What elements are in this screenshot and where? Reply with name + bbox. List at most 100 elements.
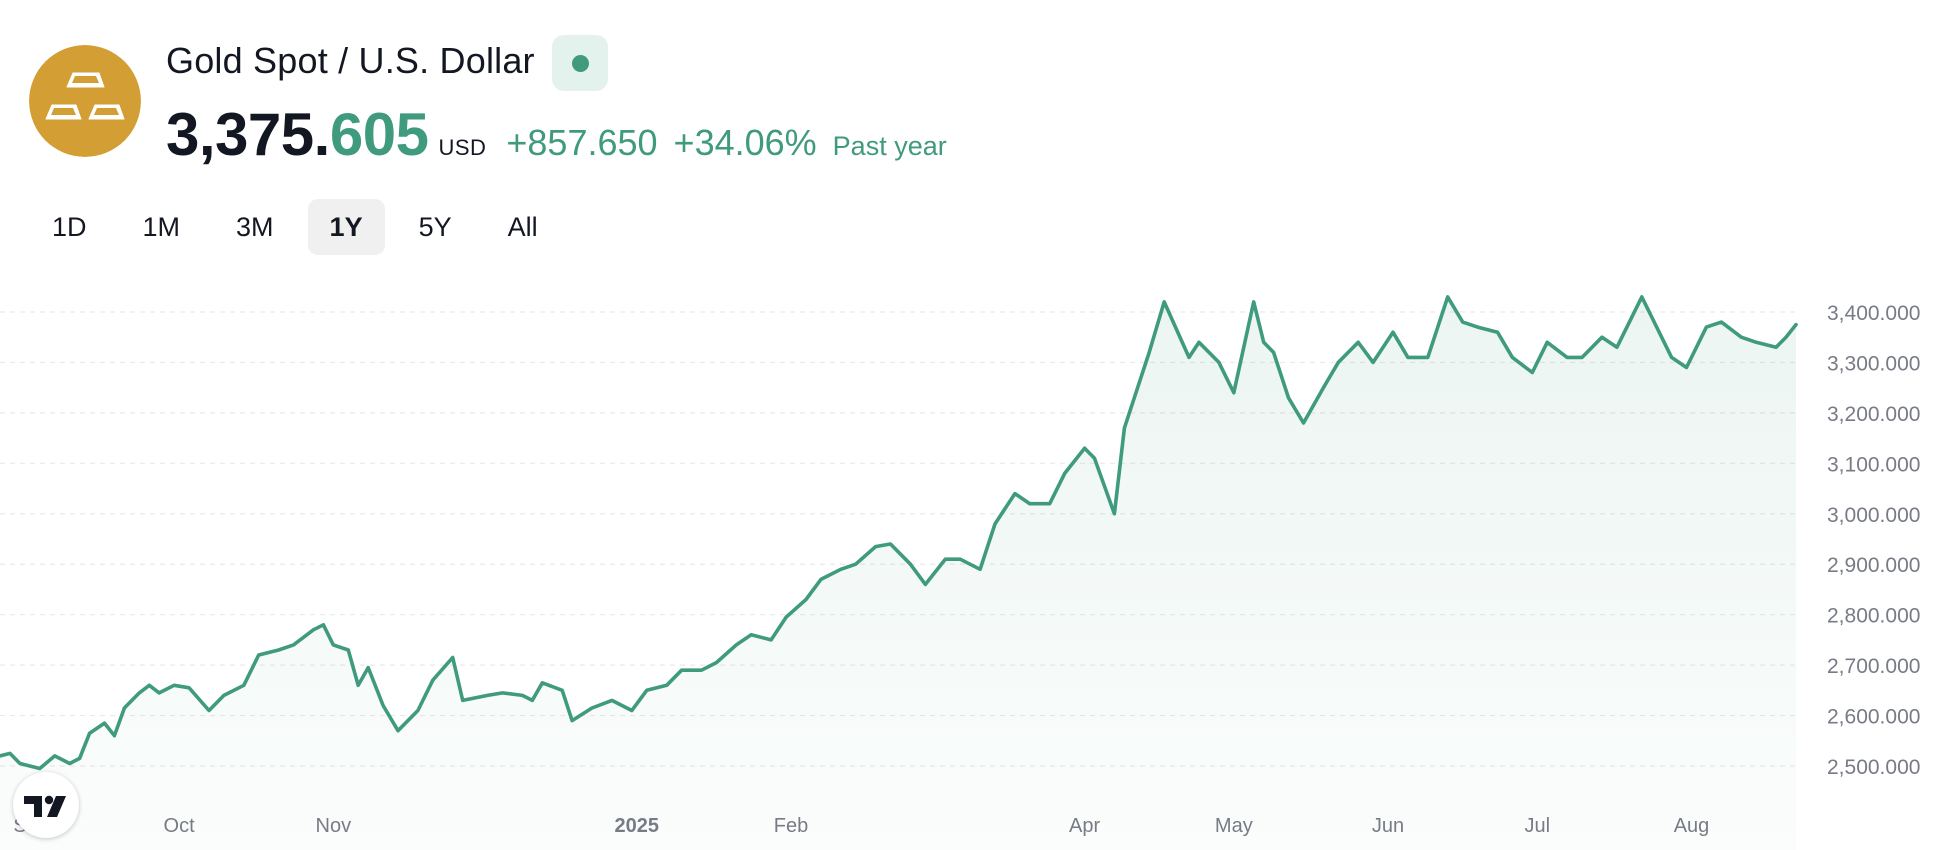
tab-3m[interactable]: 3M [236,212,274,242]
data-point [993,522,997,526]
data-point [854,562,858,566]
data-point [520,693,524,697]
price-row: 3,375. 605 USD +857.650 +34.06% Past yea… [166,100,947,170]
x-tick-label: Apr [1069,815,1100,837]
data-point [461,698,465,702]
data-point [331,643,335,647]
data-point [18,762,22,766]
data-point [257,653,261,657]
data-point [1132,396,1136,400]
data-point [1545,340,1549,344]
data-point [1784,335,1788,339]
data-point [700,668,704,672]
data-point [1580,355,1584,359]
data-point [530,698,534,702]
y-tick-label: 3,000.000 [1827,504,1920,527]
data-point [1272,350,1276,354]
tradingview-logo-icon [24,795,66,817]
data-point [78,756,82,760]
data-point [1615,345,1619,349]
data-point [1287,396,1291,400]
y-tick-label: 2,500.000 [1827,756,1920,779]
data-point [560,688,564,692]
data-point [734,643,738,647]
data-point [53,754,57,758]
data-point [665,683,669,687]
data-point [1496,330,1500,334]
data-point [88,731,92,735]
data-point [610,698,614,702]
data-point [1406,355,1410,359]
data-point [277,648,281,652]
data-point [1147,350,1151,354]
data-point [1063,471,1067,475]
data-point [1122,426,1126,430]
data-point [978,567,982,571]
data-point [416,709,420,713]
market-status-chip[interactable] [552,35,608,91]
tab-1d[interactable]: 1D [52,212,87,242]
data-point [908,562,912,566]
data-point [222,693,226,697]
y-tick-label: 3,400.000 [1827,302,1920,325]
data-point [1187,355,1191,359]
data-point [1028,502,1032,506]
data-point [311,628,315,632]
data-point [207,709,211,713]
tab-5y[interactable]: 5Y [418,212,452,242]
data-point [1565,355,1569,359]
data-point [1739,335,1743,339]
y-tick-label: 2,600.000 [1827,706,1920,729]
data-point [242,683,246,687]
data-point [784,615,788,619]
x-tick-label: Jun [1372,815,1404,837]
tradingview-badge[interactable] [13,772,79,838]
data-point [889,542,893,546]
data-point [1112,512,1116,516]
symbol-title: Gold Spot / U.S. Dollar [166,40,535,81]
data-point [1754,340,1758,344]
price-integer: 3,375. [166,101,330,168]
data-point [1476,325,1480,329]
gold-bars-icon [29,45,141,157]
data-point [749,633,753,637]
x-tick-label: May [1215,815,1253,837]
data-point [103,721,107,725]
data-point [1302,421,1306,425]
data-point [321,623,325,627]
data-point [1640,295,1644,299]
data-point [1083,446,1087,450]
data-point [38,767,42,771]
tab-1y[interactable]: 1Y [307,199,385,255]
data-point [1321,386,1325,390]
data-point [1426,355,1430,359]
series-area [0,296,1796,850]
data-point [1162,300,1166,304]
price-change: +857.650 [506,122,658,163]
data-point [1719,320,1723,324]
data-point [769,638,773,642]
currency-label: USD [438,135,487,160]
data-point [366,666,370,670]
data-point [958,557,962,561]
data-point [157,691,161,695]
data-point [1262,340,1266,344]
price-chart[interactable]: 3,400.000 3,300.000 3,200.000 3,100.000 3,00… [0,280,1954,850]
y-tick-label: 3,100.000 [1827,453,1920,476]
data-point [1650,315,1654,319]
tab-1m[interactable]: 1M [142,212,181,242]
data-point [923,582,927,586]
data-point [1774,345,1778,349]
tab-all[interactable]: All [507,212,538,242]
data-point [1013,492,1017,496]
data-point [1232,391,1236,395]
y-tick-label: 2,900.000 [1827,554,1920,577]
data-point [680,668,684,672]
data-point [1670,355,1674,359]
y-tick-label: 2,800.000 [1827,605,1920,628]
data-point [112,734,116,738]
data-point [396,729,400,733]
data-point [292,643,296,647]
data-point [1197,340,1201,344]
data-point [1217,360,1221,364]
